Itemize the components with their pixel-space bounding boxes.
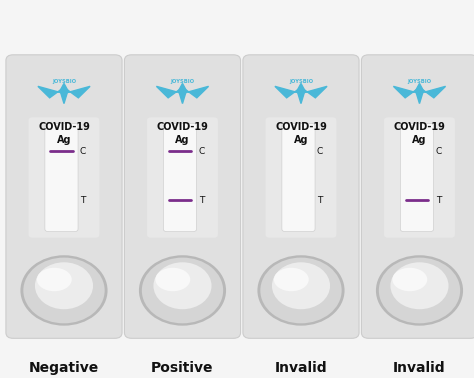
Polygon shape: [275, 86, 301, 98]
FancyBboxPatch shape: [361, 55, 474, 338]
Ellipse shape: [272, 262, 330, 309]
Ellipse shape: [37, 268, 72, 291]
Text: Ag: Ag: [294, 135, 308, 145]
Ellipse shape: [260, 257, 342, 323]
Text: JOYSBIO: JOYSBIO: [52, 79, 76, 84]
Text: C: C: [80, 147, 86, 156]
Ellipse shape: [379, 257, 460, 323]
Ellipse shape: [154, 262, 211, 309]
Text: Ag: Ag: [57, 135, 71, 145]
Polygon shape: [182, 86, 209, 98]
Text: Ag: Ag: [412, 135, 427, 145]
Ellipse shape: [274, 268, 309, 291]
FancyBboxPatch shape: [45, 124, 78, 232]
Ellipse shape: [23, 257, 105, 323]
Ellipse shape: [20, 255, 108, 326]
Ellipse shape: [35, 262, 93, 309]
FancyBboxPatch shape: [164, 124, 197, 232]
Polygon shape: [393, 86, 419, 98]
Text: JOYSBIO: JOYSBIO: [408, 79, 431, 84]
FancyBboxPatch shape: [124, 55, 241, 338]
Ellipse shape: [391, 262, 448, 309]
FancyBboxPatch shape: [28, 117, 100, 238]
FancyBboxPatch shape: [401, 124, 434, 232]
Text: T: T: [436, 196, 441, 205]
Text: COVID-19: COVID-19: [38, 122, 90, 132]
FancyBboxPatch shape: [243, 55, 359, 338]
Ellipse shape: [376, 255, 463, 326]
Text: COVID-19: COVID-19: [393, 122, 446, 132]
Polygon shape: [60, 84, 68, 104]
Text: T: T: [80, 196, 86, 205]
Text: Invalid: Invalid: [274, 361, 328, 375]
Text: T: T: [199, 196, 204, 205]
Ellipse shape: [142, 257, 223, 323]
Polygon shape: [156, 86, 182, 98]
Polygon shape: [419, 86, 446, 98]
Ellipse shape: [257, 255, 345, 326]
Text: Invalid: Invalid: [393, 361, 446, 375]
Text: Ag: Ag: [175, 135, 190, 145]
FancyBboxPatch shape: [265, 117, 337, 238]
FancyBboxPatch shape: [282, 124, 315, 232]
Ellipse shape: [392, 268, 427, 291]
Text: Positive: Positive: [151, 361, 214, 375]
Text: JOYSBIO: JOYSBIO: [171, 79, 194, 84]
Text: COVID-19: COVID-19: [156, 122, 209, 132]
Text: C: C: [317, 147, 323, 156]
Polygon shape: [297, 84, 305, 104]
Text: COVID-19: COVID-19: [275, 122, 327, 132]
Ellipse shape: [155, 268, 190, 291]
Ellipse shape: [139, 255, 226, 326]
Text: Negative: Negative: [29, 361, 99, 375]
Polygon shape: [179, 84, 186, 104]
FancyBboxPatch shape: [384, 117, 455, 238]
Text: T: T: [317, 196, 323, 205]
Text: C: C: [435, 147, 442, 156]
Text: C: C: [198, 147, 205, 156]
Text: JOYSBIO: JOYSBIO: [289, 79, 313, 84]
Polygon shape: [64, 86, 90, 98]
FancyBboxPatch shape: [6, 55, 122, 338]
Polygon shape: [38, 86, 64, 98]
FancyBboxPatch shape: [147, 117, 218, 238]
Polygon shape: [416, 84, 423, 104]
Polygon shape: [301, 86, 327, 98]
